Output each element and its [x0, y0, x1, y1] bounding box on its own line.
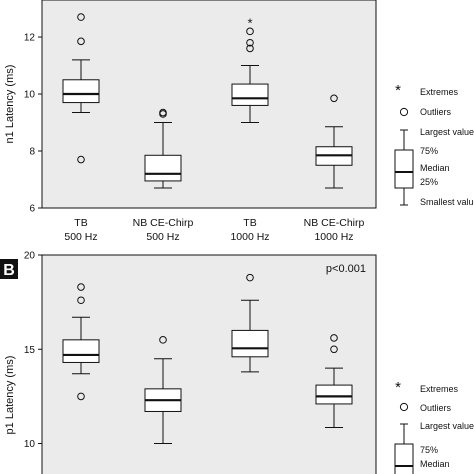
y-axis-label-a: n1 Latency (ms) [4, 65, 16, 144]
outlier-point [330, 334, 338, 342]
outlier-point [246, 38, 254, 47]
legend-box [394, 443, 414, 474]
box-iqr [62, 339, 100, 363]
x-category-sublabel: 1000 Hz [230, 231, 269, 243]
legend-median-label: Median [420, 163, 450, 173]
outlier-point [77, 283, 85, 291]
asterisk-icon: * [395, 379, 401, 396]
outlier-point [330, 94, 338, 103]
outlier-point [246, 27, 254, 36]
box-iqr [231, 329, 269, 358]
legend-median-label: Median [420, 459, 450, 469]
box-iqr [144, 154, 182, 182]
p-value-annotation: p<0.001 [326, 263, 366, 275]
outlier-point [246, 44, 254, 53]
y-tick-label: 10 [24, 90, 36, 101]
outlier-point [77, 13, 85, 21]
legend-largest-label: Largest value [420, 421, 474, 431]
x-category-sublabel: 500 Hz [146, 231, 179, 243]
x-category-label: NB CE-Chirp [133, 217, 194, 229]
outlier-point [77, 37, 85, 46]
box-iqr [62, 79, 100, 104]
outlier-point [246, 273, 254, 282]
box-plot-3: * [231, 15, 269, 124]
box-iqr [231, 83, 269, 106]
legend-25-label: 25% [420, 177, 438, 187]
y-tick-label: 20 [24, 251, 36, 262]
x-categories-a: TB 500 Hz NB CE-Chirp 500 Hz TB 1000 Hz NB CE-… [64, 217, 364, 243]
legend-outliers-label: Outliers [420, 403, 452, 413]
x-category-label: NB CE-Chirp [304, 217, 365, 229]
y-axis-label-b: p1 Latency (ms) [4, 356, 16, 435]
outlier-point [159, 108, 167, 117]
outlier-point [77, 155, 85, 164]
box-plot-2 [144, 108, 182, 189]
box-iqr [315, 384, 353, 405]
y-tick-label: 8 [29, 147, 35, 158]
panel-b-label-bg [0, 259, 18, 279]
boxes-a: * [62, 13, 353, 189]
y-tick-label: 10 [24, 439, 36, 450]
legend-75-label: 75% [420, 445, 438, 455]
panel-b: B p<0.001 p1 Latency (ms) 10 15 20 [0, 251, 377, 474]
legend-a: * Extremes Outliers Largest value 75% Me… [394, 82, 474, 207]
legend-smallest-label: Smallest value [420, 197, 474, 207]
legend-extremes-label: Extremes [420, 384, 459, 394]
legend-b: * Extremes Outliers Largest value 75% Me… [394, 379, 474, 474]
plot-area-a [41, 0, 377, 209]
y-ticks-a: 6 8 10 12 [24, 33, 42, 215]
x-category-sublabel: 500 Hz [64, 231, 97, 243]
outlier-point [77, 392, 85, 401]
panel-b-label: B [3, 262, 15, 279]
outlier-point [159, 336, 167, 344]
y-tick-label: 15 [24, 345, 36, 356]
box-plot-2 [144, 336, 182, 445]
plot-area-b [41, 254, 377, 474]
box-plot-1 [62, 13, 100, 164]
legend-extremes-label: Extremes [420, 87, 459, 97]
x-category-label: TB [243, 217, 256, 229]
box-plot-1 [62, 283, 100, 401]
legend-largest-label: Largest value [420, 127, 474, 137]
panel-a: n1 Latency (ms) 6 8 10 12 * TB 500 Hz NB CE-C… [4, 0, 377, 243]
y-ticks-b: 10 15 20 [24, 251, 42, 450]
x-category-label: TB [74, 217, 87, 229]
x-category-sublabel: 1000 Hz [314, 231, 353, 243]
box-plot-3 [231, 273, 269, 373]
circle-icon [399, 107, 409, 117]
circle-icon [399, 402, 409, 412]
outlier-point [77, 296, 85, 305]
boxes-b [62, 273, 353, 445]
y-tick-label: 6 [29, 204, 35, 215]
box-plot-4 [315, 94, 353, 189]
legend-outliers-label: Outliers [420, 107, 452, 117]
box-plot-4 [315, 334, 353, 428]
asterisk-icon: * [395, 82, 401, 99]
outlier-point [330, 345, 338, 354]
y-tick-label: 12 [24, 33, 36, 44]
legend-box [394, 149, 414, 189]
extreme-point: * [247, 15, 252, 30]
legend-75-label: 75% [420, 146, 438, 156]
